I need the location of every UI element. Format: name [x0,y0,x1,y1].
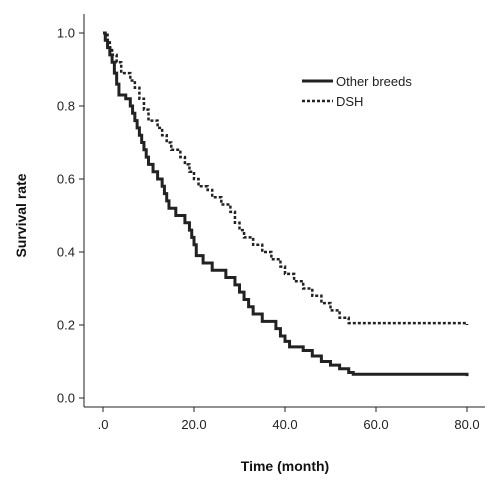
y-tick-label: 0.2 [57,318,75,333]
y-tick-label: 1.0 [57,26,75,41]
y-tick-label: 0.4 [57,245,75,260]
series-layer [103,31,469,377]
legend: Other breeds DSH [302,74,412,109]
y-tick-label: 0.0 [57,391,75,406]
y-tick-label: 0.6 [57,172,75,187]
x-tick-label: 40.0 [272,417,297,432]
legend-label-other-breeds: Other breeds [336,74,412,89]
axes-layer: 0.0 0.2 0.4 0.6 0.8 1.0 .0 20.0 40.0 60.0 80.0 [57,14,485,432]
x-axis-title: Time (month) [241,458,329,474]
x-tick-label: 80.0 [454,417,479,432]
x-tick-label: 20.0 [181,417,206,432]
x-tick-label: .0 [98,417,109,432]
series-line-other-breeds [103,31,469,377]
series-line-dsh [103,31,469,325]
y-axis-title: Survival rate [13,173,29,257]
x-tick-label: 60.0 [363,417,388,432]
legend-label-dsh: DSH [336,94,363,109]
y-tick-label: 0.8 [57,99,75,114]
